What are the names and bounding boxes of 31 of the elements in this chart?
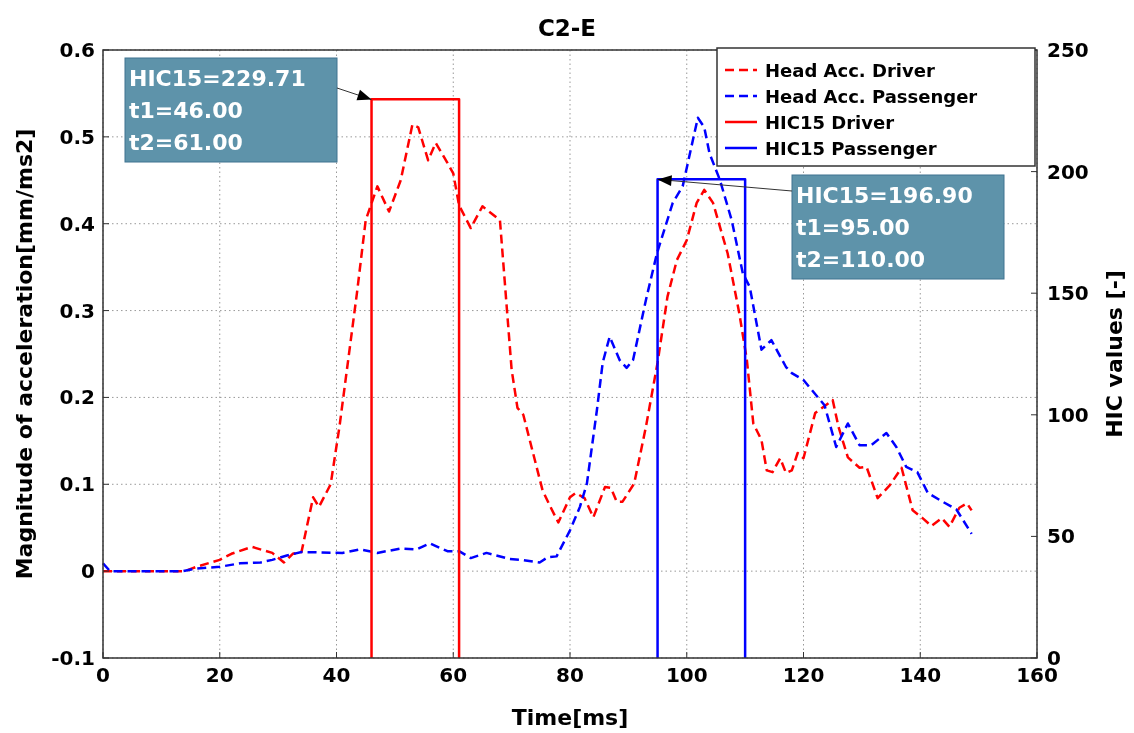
y-tick-label: 0 [81, 559, 95, 584]
legend-label: HIC15 Driver [765, 112, 895, 133]
y2-axis-title: HIC values [-] [1102, 270, 1127, 438]
x-tick-label: 40 [322, 663, 351, 687]
y-tick-label: 0.1 [59, 472, 95, 497]
y-tick-label: 0.2 [59, 385, 95, 410]
legend-label: Head Acc. Passenger [765, 86, 978, 107]
x-tick-label: 80 [556, 663, 584, 687]
y-tick-label: 0.5 [59, 124, 95, 149]
y2-tick-label: 200 [1047, 159, 1089, 184]
y2-tick-label: 50 [1047, 524, 1075, 549]
x-tick-label: 0 [96, 663, 110, 687]
x-tick-label: 20 [205, 663, 234, 687]
y-tick-label: 0.4 [59, 211, 95, 236]
y-tick-label: -0.1 [51, 646, 95, 670]
x-tick-label: 60 [439, 663, 468, 687]
annotation: HIC15=196.90 t1=95.00 t2=110.00 [796, 183, 973, 272]
x-tick-label: 120 [782, 663, 825, 687]
annotation: HIC15=229.71 t1=46.00 t2=61.00 [129, 66, 306, 155]
y2-tick-label: 100 [1047, 402, 1089, 427]
y-tick-label: 0.6 [59, 38, 95, 62]
y-tick-label: 0.3 [59, 298, 95, 323]
x-tick-label: 140 [899, 663, 942, 687]
x-axis-title: Time[ms] [511, 705, 629, 730]
chart-title: C2-E [537, 15, 597, 41]
legend-label: HIC15 Passenger [765, 138, 937, 159]
x-tick-label: 100 [665, 663, 708, 687]
y-axis-title: Magnitude of acceleration[mm/ms2] [12, 128, 37, 580]
y2-tick-label: 250 [1047, 38, 1089, 62]
legend-label: Head Acc. Driver [765, 60, 935, 81]
y2-tick-label: 150 [1047, 281, 1089, 306]
